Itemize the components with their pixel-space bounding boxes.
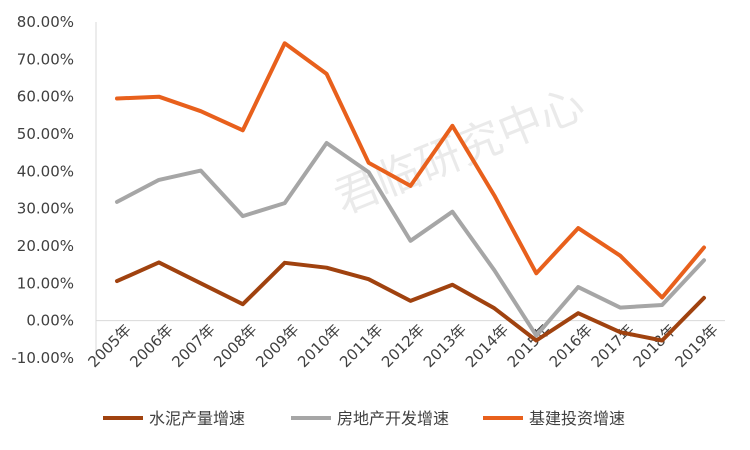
y-tick-label: 80.00% [17,13,74,31]
y-tick-label: 20.00% [17,237,74,255]
y-tick-label: 0.00% [26,312,74,330]
y-tick-label: 10.00% [17,274,74,292]
series-line-3 [115,41,706,300]
y-tick-label: 70.00% [17,50,74,68]
x-axis-ticks: 2005年2006年2007年2008年2009年2010年2011年2012年… [84,321,721,371]
y-tick-label: -10.00% [11,349,74,367]
y-axis-ticks: -10.00% 0.00% 10.00% 20.00% 30.00% 40.00% 50.0… [11,13,74,367]
y-tick-label: 30.00% [17,200,74,218]
x-tick-label: 2009年 [252,321,302,371]
watermark: 君临研究中心 [328,78,592,224]
y-tick-label: 50.00% [17,125,74,143]
legend-label: 房地产开发增速 [337,409,449,428]
x-tick-label: 2012年 [378,321,428,371]
series-line-2 [115,141,706,338]
legend: 水泥产量增速 房地产开发增速 基建投资增速 [103,409,625,428]
x-tick-label: 2011年 [336,321,386,371]
x-tick-label: 2014年 [462,321,512,371]
x-tick-label: 2007年 [168,321,218,371]
series-lines [115,41,706,343]
x-tick-label: 2019年 [672,321,722,371]
x-tick-label: 2010年 [294,321,344,371]
x-tick-label: 2013年 [420,321,470,371]
x-tick-label: 2005年 [84,321,134,371]
series-line-1 [115,260,706,343]
legend-label: 水泥产量增速 [149,409,245,428]
x-tick-label: 2006年 [126,321,176,371]
x-tick-label: 2015年 [504,321,554,371]
x-tick-label: 2008年 [210,321,260,371]
y-tick-label: 40.00% [17,162,74,180]
legend-label: 基建投资增速 [529,409,625,428]
y-tick-label: 60.00% [17,88,74,106]
